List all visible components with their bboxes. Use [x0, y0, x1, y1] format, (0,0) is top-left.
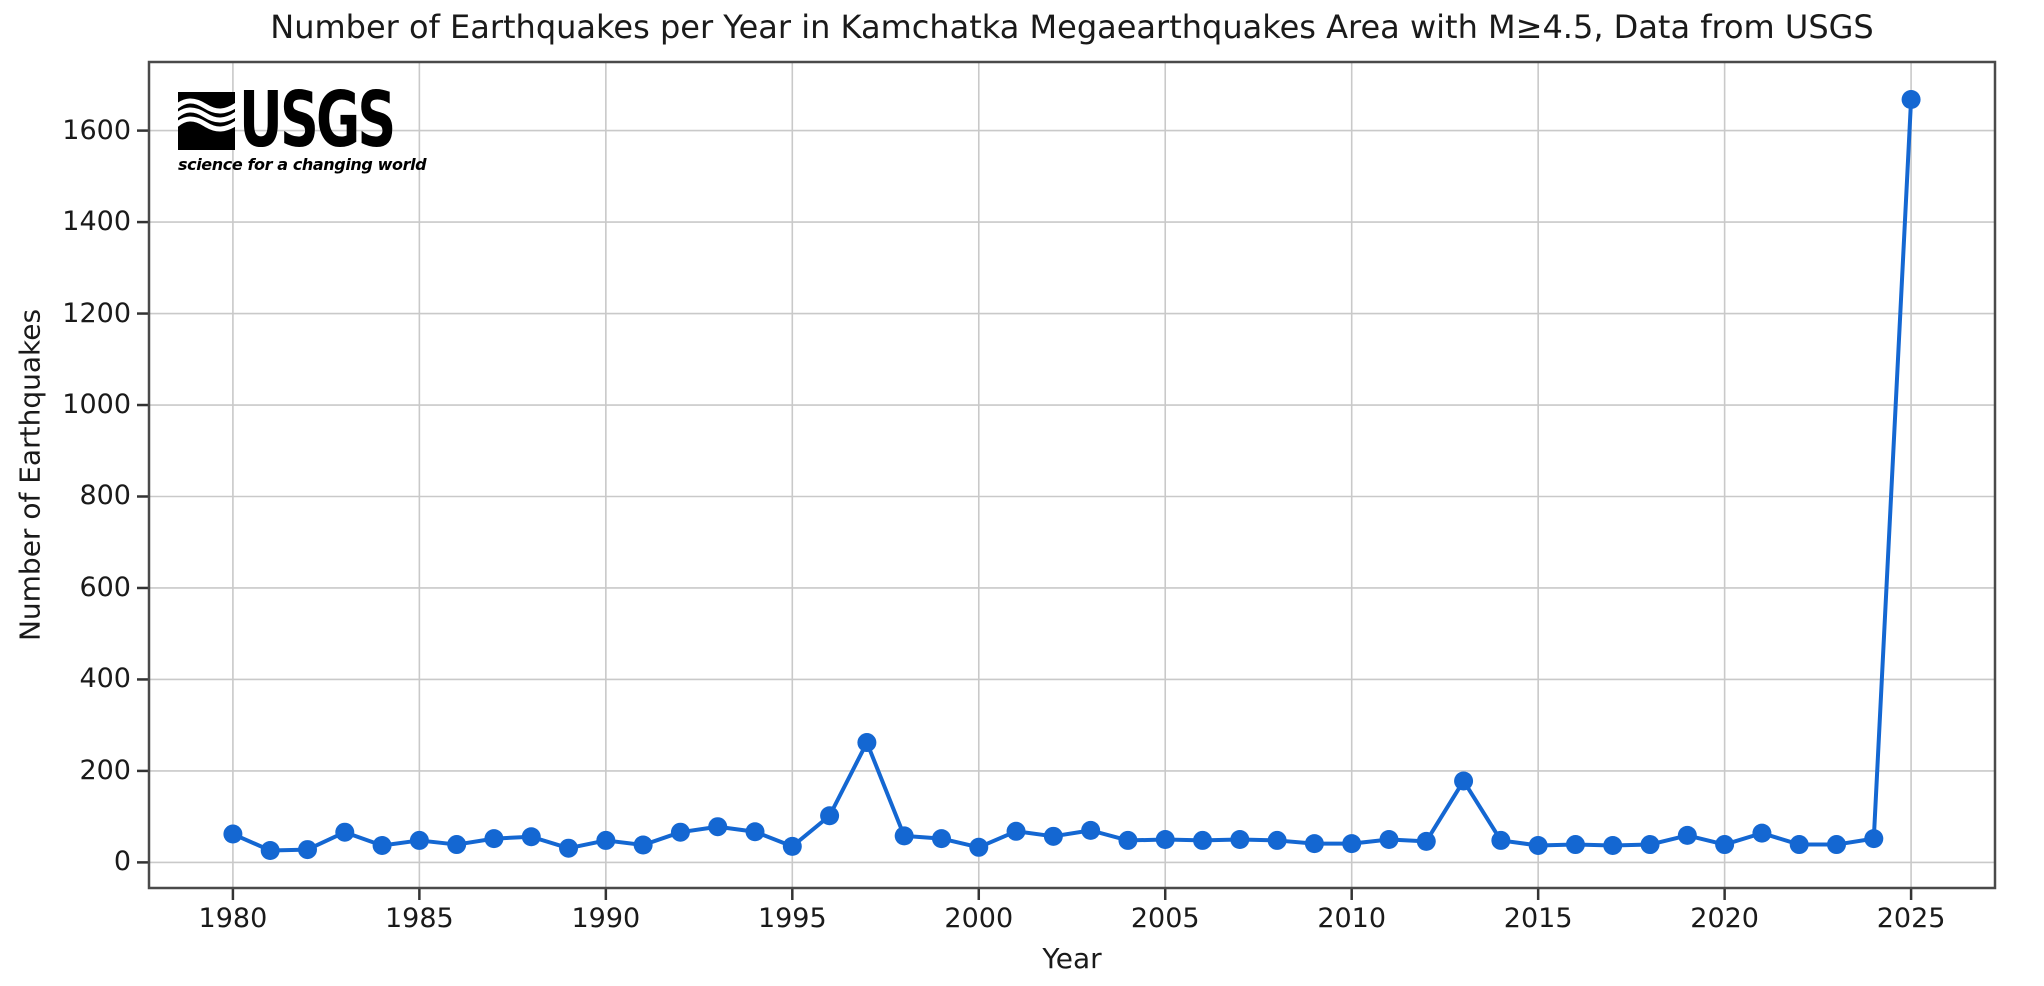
- x-tick-label: 2005: [1130, 903, 1200, 934]
- x-tick-label: 1985: [385, 903, 454, 934]
- data-point: [1901, 90, 1921, 110]
- data-point: [1528, 835, 1548, 855]
- data-point: [1081, 820, 1101, 840]
- plot-border: [147, 60, 1997, 890]
- data-point: [1267, 830, 1287, 850]
- usgs-logo: USGS science for a changing world: [178, 76, 460, 174]
- y-tick-label: 1600: [62, 114, 131, 146]
- y-tick-label: 200: [79, 754, 131, 786]
- x-tick-label: 1990: [571, 903, 641, 934]
- usgs-logo-mark: [178, 92, 235, 150]
- y-tick-label: 1400: [62, 206, 131, 238]
- x-tick-label: 2025: [1876, 903, 1946, 934]
- data-point: [223, 824, 243, 844]
- data-point: [1715, 835, 1735, 855]
- usgs-logo-text: USGS: [239, 76, 396, 165]
- y-tick-label: 800: [79, 480, 131, 512]
- data-point: [1416, 831, 1436, 851]
- data-point: [1827, 835, 1847, 855]
- y-tick-label: 1200: [62, 297, 131, 329]
- data-point: [1155, 830, 1175, 850]
- data-point: [1752, 823, 1772, 843]
- data-point: [1043, 826, 1063, 846]
- data-point: [1379, 830, 1399, 850]
- data-point: [1304, 834, 1324, 854]
- x-axis-label: Year: [1042, 942, 1102, 975]
- data-point: [1640, 835, 1660, 855]
- data-point: [1677, 825, 1697, 845]
- x-tick-label: 1980: [198, 903, 268, 934]
- data-point: [1454, 771, 1474, 791]
- data-point: [1006, 821, 1026, 841]
- y-tick-label: 400: [79, 663, 131, 695]
- data-point: [1603, 835, 1623, 855]
- y-axis-label: Number of Earthquakes: [13, 308, 47, 642]
- y-tick-label: 600: [79, 571, 131, 603]
- x-tick-label: 2015: [1503, 903, 1573, 934]
- data-point: [596, 830, 616, 850]
- usgs-logo-tagline: science for a changing world: [178, 155, 427, 174]
- data-point: [1565, 835, 1585, 855]
- x-tick-label: 2020: [1690, 903, 1759, 934]
- data-point: [1491, 830, 1511, 850]
- data-point: [260, 840, 280, 860]
- data-point: [820, 806, 840, 826]
- data-point: [1230, 830, 1250, 850]
- data-point: [931, 829, 951, 849]
- data-point: [708, 817, 728, 837]
- waves-icon: [178, 98, 235, 132]
- data-point: [1789, 835, 1809, 855]
- data-point: [782, 836, 802, 856]
- y-tick-label: 0: [113, 846, 131, 878]
- data-point: [447, 835, 467, 855]
- data-point: [670, 822, 690, 842]
- data-point: [484, 829, 504, 849]
- data-point: [633, 835, 653, 855]
- data-point: [297, 840, 317, 860]
- data-point: [372, 835, 392, 855]
- x-tick-label: 2000: [944, 903, 1014, 934]
- earthquake-line-chart: [137, 60, 1997, 900]
- earthquake-series-line: [230, 97, 1914, 853]
- data-point: [894, 826, 914, 846]
- data-point: [1864, 829, 1884, 849]
- data-point: [1193, 830, 1213, 850]
- usgs-logo-row: USGS: [178, 76, 460, 165]
- data-point: [1118, 830, 1138, 850]
- x-tick-label: 2010: [1317, 903, 1387, 934]
- data-point: [1342, 834, 1362, 854]
- y-tick-label: 1000: [62, 389, 131, 421]
- data-point: [409, 830, 429, 850]
- data-point: [335, 822, 355, 842]
- data-point: [559, 838, 579, 858]
- data-point: [857, 733, 877, 753]
- data-point: [969, 837, 989, 857]
- chart-title: Number of Earthquakes per Year in Kamcha…: [270, 8, 1874, 46]
- x-tick-label: 1995: [757, 903, 827, 934]
- data-point: [745, 822, 765, 842]
- data-point: [521, 827, 541, 847]
